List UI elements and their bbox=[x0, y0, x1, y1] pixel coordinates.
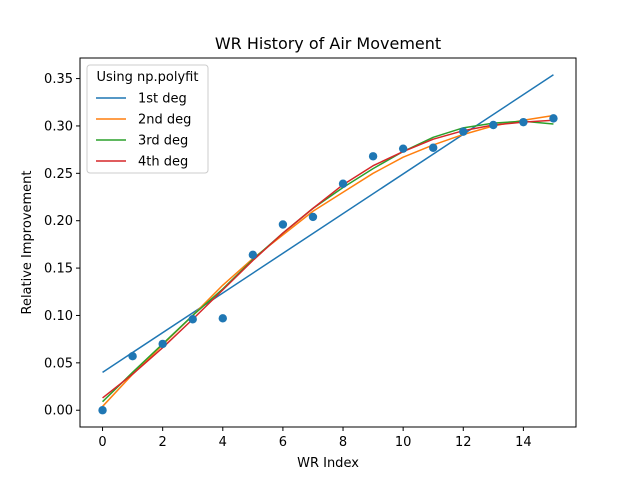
chart-title: WR History of Air Movement bbox=[215, 34, 441, 53]
x-tick-label: 10 bbox=[395, 435, 412, 450]
data-point bbox=[519, 117, 528, 127]
x-tick-label: 0 bbox=[98, 435, 106, 450]
x-tick-label: 12 bbox=[455, 435, 472, 450]
y-axis: 0.00 0.05 0.10 0.15 0.20 0.25 0.30 0.35 bbox=[44, 72, 80, 419]
data-point bbox=[398, 144, 408, 153]
x-axis-label: WR Index bbox=[297, 456, 359, 471]
x-tick-label: 6 bbox=[279, 435, 287, 450]
legend-entry-label: 4th deg bbox=[138, 155, 188, 170]
x-tick-label: 8 bbox=[339, 435, 347, 450]
x-tick-label: 14 bbox=[515, 435, 532, 450]
y-tick-label: 0.30 bbox=[44, 119, 73, 134]
data-point bbox=[98, 406, 107, 415]
data-point bbox=[429, 143, 438, 152]
x-axis: 0 2 4 6 8 10 12 14 bbox=[98, 427, 532, 450]
legend-box bbox=[86, 64, 209, 174]
data-point bbox=[188, 315, 197, 324]
x-tick-label: 4 bbox=[219, 435, 227, 450]
series-layer bbox=[102, 74, 554, 407]
legend-entry-label: 3rd deg bbox=[138, 134, 188, 149]
data-point bbox=[218, 314, 227, 323]
y-tick-label: 0.20 bbox=[44, 214, 73, 229]
y-tick-label: 0.10 bbox=[44, 309, 73, 324]
y-tick-label: 0.05 bbox=[44, 356, 73, 371]
series-line-4 bbox=[102, 119, 554, 399]
data-point bbox=[278, 220, 288, 229]
series-line-3 bbox=[102, 120, 554, 403]
data-point bbox=[549, 114, 558, 123]
data-point bbox=[308, 212, 318, 222]
x-tick-label: 2 bbox=[159, 435, 167, 450]
data-point bbox=[338, 179, 348, 188]
legend: Using np.polyfit 1st deg 2nd deg 3rd deg 4t… bbox=[86, 64, 209, 174]
legend-entry-label: 1st deg bbox=[138, 92, 187, 107]
y-tick-label: 0.35 bbox=[44, 72, 73, 87]
data-point bbox=[459, 127, 468, 136]
y-tick-label: 0.00 bbox=[44, 404, 73, 419]
data-point bbox=[128, 352, 137, 361]
points-layer bbox=[98, 114, 558, 415]
y-tick-label: 0.15 bbox=[44, 262, 73, 277]
plot-frame bbox=[79, 57, 577, 428]
data-point bbox=[489, 120, 498, 130]
legend-entry-label: 2nd deg bbox=[138, 113, 191, 128]
data-point bbox=[158, 339, 167, 349]
data-point bbox=[248, 250, 258, 260]
legend-title: Using np.polyfit bbox=[97, 70, 199, 85]
y-axis-label: Relative Improvement bbox=[20, 170, 35, 314]
data-point bbox=[368, 152, 378, 161]
y-tick-label: 0.25 bbox=[44, 167, 73, 182]
series-line-1 bbox=[102, 74, 554, 373]
